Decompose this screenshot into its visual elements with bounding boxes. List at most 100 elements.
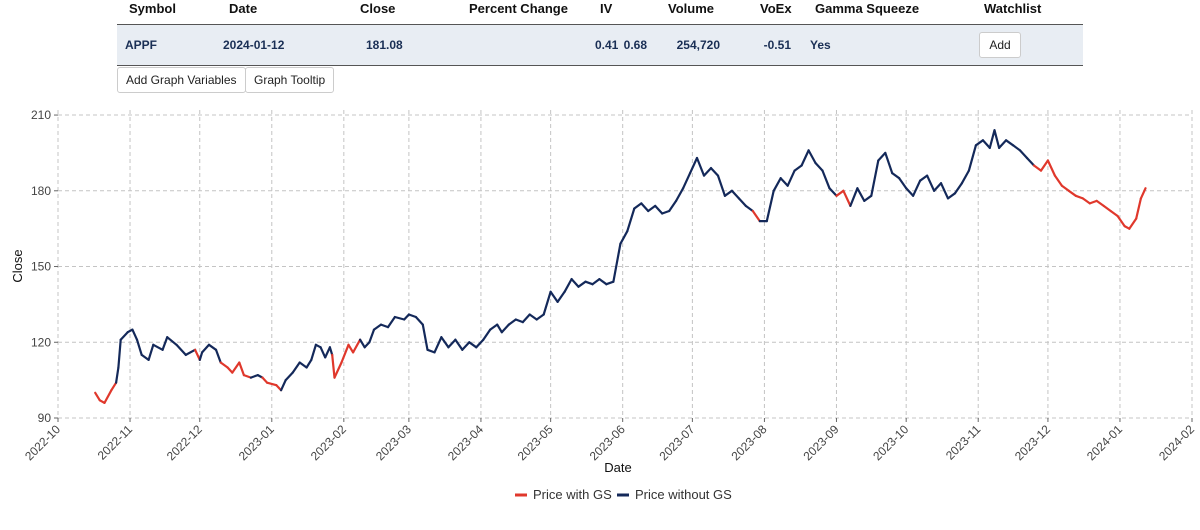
header-watchlist: Watchlist xyxy=(984,1,1042,16)
x-axis-label: Date xyxy=(604,460,631,475)
price-without-gs-segment xyxy=(821,169,831,190)
price-without-gs-segment xyxy=(688,156,699,175)
price-without-gs-segment xyxy=(1018,149,1029,160)
price-without-gs-segment xyxy=(988,129,996,149)
price-without-gs-segment xyxy=(577,280,587,288)
price-without-gs-segment xyxy=(695,156,706,177)
price-without-gs-segment xyxy=(911,179,922,197)
price-without-gs-segment xyxy=(779,177,789,187)
price-with-gs-segment xyxy=(261,376,269,384)
price-without-gs-segment xyxy=(905,187,915,197)
y-axis-ticks: 90 120 150 180 210 xyxy=(31,108,58,425)
price-without-gs-segment xyxy=(1025,156,1036,167)
price-without-gs-segment xyxy=(681,172,692,190)
price-with-gs-segment xyxy=(1109,209,1119,218)
header-voex: VoEx xyxy=(760,1,792,16)
summary-table: Symbol Date Close Percent Change IV Volu… xyxy=(117,0,1083,66)
price-without-gs-segment xyxy=(117,338,122,369)
price-without-gs-segment xyxy=(468,341,478,349)
price-without-gs-segment xyxy=(891,172,901,180)
price-without-gs-segment xyxy=(201,343,211,354)
cell-iv: 0.41 xyxy=(595,38,619,52)
add-graph-variables-button[interactable]: Add Graph Variables xyxy=(117,67,246,93)
x-axis-ticks: 2022-10 2022-11 2022-12 2023-01 2023-02 2023-… xyxy=(22,418,1197,463)
price-without-gs-segment xyxy=(403,313,410,321)
price-without-gs-segment xyxy=(379,323,390,329)
price-without-gs-segment xyxy=(918,174,929,182)
x-tick-label: 2023-11 xyxy=(943,422,984,463)
legend-label-without-gs: Price without GS xyxy=(635,487,732,502)
price-without-gs-segment xyxy=(737,197,747,207)
price-without-gs-segment xyxy=(640,202,650,213)
price-without-gs-segment xyxy=(184,348,197,356)
price-without-gs-segment xyxy=(744,204,754,213)
price-without-gs-segment xyxy=(668,199,678,213)
price-without-gs-segment xyxy=(393,315,406,321)
price-with-gs-segment xyxy=(219,361,229,369)
price-without-gs-segment xyxy=(807,149,817,165)
price-without-gs-segment xyxy=(175,343,187,356)
price-with-gs-segment xyxy=(103,389,113,404)
price-without-gs-segment xyxy=(730,189,741,200)
price-without-gs-segment xyxy=(772,177,782,192)
price-without-gs-segment xyxy=(661,209,671,215)
price-without-gs-segment xyxy=(114,366,120,384)
price-without-gs-segment xyxy=(793,164,803,172)
price-with-gs-segment xyxy=(226,366,234,374)
header-symbol: Symbol xyxy=(129,1,176,16)
price-with-gs-segment xyxy=(842,189,852,207)
price-without-gs-segment xyxy=(475,338,485,349)
price-without-gs-segment xyxy=(974,139,985,147)
price-without-gs-segment xyxy=(207,343,218,351)
price-without-gs-segment xyxy=(723,189,734,197)
price-with-gs-segment xyxy=(340,343,350,364)
price-without-gs-segment xyxy=(584,280,594,286)
price-without-gs-segment xyxy=(570,278,580,288)
graph-tooltip-button[interactable]: Graph Tooltip xyxy=(245,67,335,93)
price-without-gs-segment xyxy=(447,338,457,349)
add-to-watchlist-button[interactable]: Add xyxy=(979,32,1021,58)
x-tick-label: 2024-01 xyxy=(1084,422,1125,463)
price-with-gs-segment xyxy=(835,189,845,197)
price-without-gs-segment xyxy=(152,343,164,351)
price-without-gs-segment xyxy=(166,336,178,346)
price-without-gs-segment xyxy=(461,341,471,351)
price-without-gs-segment xyxy=(925,174,936,192)
price-without-gs-segment xyxy=(814,161,824,172)
price-with-gs-segment xyxy=(1067,189,1077,197)
price-with-gs-segment xyxy=(194,348,201,361)
price-without-gs-segment xyxy=(870,159,880,197)
price-without-gs-segment xyxy=(709,167,720,177)
legend: Price with GS Price without GS xyxy=(515,487,732,502)
price-without-gs-segment xyxy=(598,278,608,286)
price-without-gs-segment xyxy=(946,192,957,200)
series-lines xyxy=(94,129,1147,404)
cell-close: 181.08 xyxy=(366,38,403,52)
header-percent-change: Percent Change xyxy=(469,1,568,16)
price-with-gs-segment xyxy=(347,343,355,354)
price-without-gs-segment xyxy=(535,313,545,321)
cell-percent-change: 0.68 xyxy=(623,38,647,52)
price-without-gs-segment xyxy=(898,177,908,190)
x-tick-label: 2023-05 xyxy=(515,422,556,463)
x-tick-label: 2023-09 xyxy=(801,422,842,463)
price-without-gs-segment xyxy=(884,151,894,175)
y-tick-label: 90 xyxy=(38,411,52,425)
price-with-gs-segment xyxy=(1060,184,1070,192)
price-with-gs-segment xyxy=(1088,199,1098,205)
price-with-gs-segment xyxy=(94,391,101,402)
price-without-gs-segment xyxy=(328,346,334,356)
price-without-gs-segment xyxy=(800,149,810,167)
price-with-gs-segment xyxy=(242,374,252,379)
price-without-gs-segment xyxy=(363,341,371,349)
y-axis-label: Close xyxy=(10,249,25,282)
y-tick-label: 150 xyxy=(31,260,51,274)
price-without-gs-segment xyxy=(489,323,499,331)
price-without-gs-segment xyxy=(280,379,287,392)
price-with-gs-segment xyxy=(1102,204,1112,213)
cell-symbol: APPF xyxy=(125,38,158,52)
x-tick-label: 2022-10 xyxy=(22,422,63,463)
x-tick-label: 2023-03 xyxy=(373,422,414,463)
price-without-gs-segment xyxy=(953,182,964,195)
price-without-gs-segment xyxy=(514,318,524,324)
